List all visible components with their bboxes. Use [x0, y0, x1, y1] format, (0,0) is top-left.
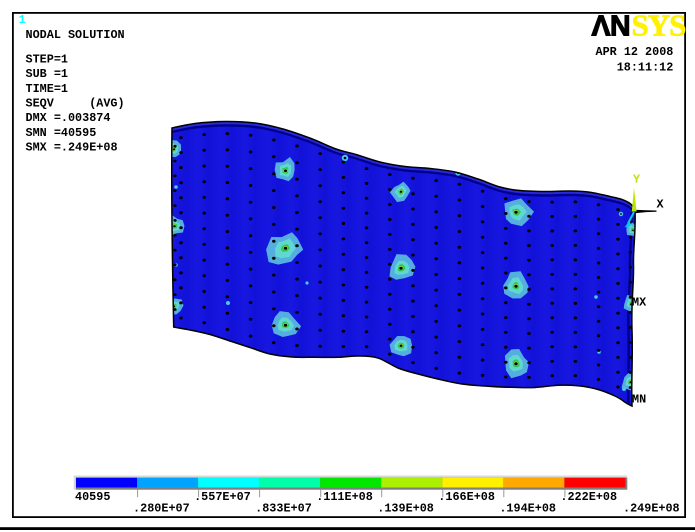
svg-text:.280E+07: .280E+07 — [133, 501, 190, 515]
svg-text:STEP=1: STEP=1 — [26, 52, 68, 66]
svg-text:1: 1 — [19, 13, 26, 27]
svg-text:APR 12 2008: APR 12 2008 — [596, 45, 674, 59]
svg-text:.249E+08: .249E+08 — [623, 501, 680, 515]
svg-text:.166E+08: .166E+08 — [438, 490, 495, 504]
svg-text:SMX =.249E+08: SMX =.249E+08 — [26, 141, 118, 155]
svg-text:.222E+08: .222E+08 — [560, 490, 617, 504]
svg-text:SUB =1: SUB =1 — [26, 67, 68, 81]
svg-text:ΛN: ΛN — [592, 10, 631, 42]
svg-text:TIME=1: TIME=1 — [26, 82, 68, 96]
svg-text:MX: MX — [632, 295, 647, 309]
svg-text:DMX =.003874: DMX =.003874 — [26, 111, 111, 125]
svg-text:.111E+08: .111E+08 — [316, 490, 373, 504]
svg-text:(AVG): (AVG) — [89, 96, 124, 110]
svg-text:40595: 40595 — [75, 490, 110, 504]
svg-text:.139E+08: .139E+08 — [377, 501, 434, 515]
svg-text:SMN =40595: SMN =40595 — [26, 126, 97, 140]
svg-text:SEQV: SEQV — [26, 96, 55, 110]
svg-text:NODAL SOLUTION: NODAL SOLUTION — [26, 28, 125, 42]
svg-text:MN: MN — [632, 392, 646, 406]
svg-text:.194E+08: .194E+08 — [499, 501, 556, 515]
svg-text:Y: Y — [633, 173, 641, 187]
svg-text:SYS: SYS — [632, 7, 686, 42]
svg-text:.557E+07: .557E+07 — [194, 490, 251, 504]
svg-text:X: X — [657, 198, 665, 212]
svg-text:18:11:12: 18:11:12 — [617, 61, 674, 75]
svg-text:.833E+07: .833E+07 — [255, 501, 312, 515]
